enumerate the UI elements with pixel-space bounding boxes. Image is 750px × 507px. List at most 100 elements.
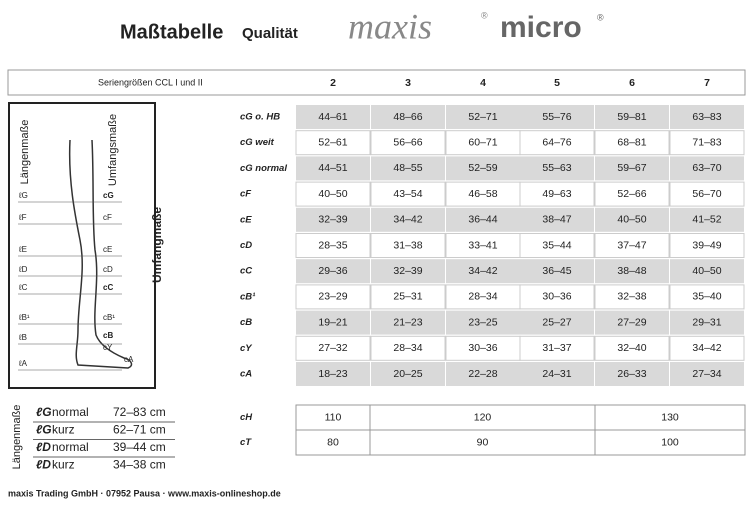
row-label: cF	[240, 189, 251, 200]
cell: 52–66	[617, 188, 646, 200]
cell-bg	[371, 362, 445, 386]
leg-outline	[68, 139, 133, 369]
length-value: 62–71 cm	[113, 423, 166, 437]
row-label: cG normal	[240, 163, 287, 174]
cell-bg	[670, 310, 744, 335]
cell-bg	[296, 156, 370, 181]
row-label: cE	[240, 214, 252, 225]
cell-bg	[445, 284, 521, 310]
brand: maxis	[348, 6, 432, 46]
right-label: cB	[103, 331, 113, 340]
cell-bg	[445, 335, 521, 361]
row-label: cH	[240, 412, 253, 423]
subtitle: Qualität	[242, 25, 298, 42]
cell: 34–42	[393, 214, 422, 226]
cell: 68–81	[617, 136, 646, 148]
cell-bg	[595, 105, 669, 129]
cell-bg	[669, 335, 745, 361]
product: micro	[500, 11, 582, 44]
cell: 18–23	[318, 368, 347, 380]
cell: 38–48	[617, 265, 646, 277]
row-label: cT	[240, 437, 252, 448]
cell-bg	[295, 181, 371, 207]
cell-bg	[446, 310, 520, 335]
left-label: ℓG	[18, 191, 28, 200]
cell: 40–50	[318, 188, 347, 200]
length-value: 72–83 cm	[113, 405, 166, 419]
cell: 36–44	[468, 214, 497, 226]
cell: 100	[661, 436, 679, 448]
cell: 55–63	[542, 162, 571, 174]
cell-bg	[670, 105, 744, 129]
cell-bg	[670, 207, 744, 232]
size-header: 7	[704, 77, 710, 89]
cell-bg	[370, 233, 446, 258]
cell-bg	[520, 310, 594, 335]
cell-bg	[595, 156, 669, 181]
cell: 63–83	[692, 111, 721, 123]
cell-bg	[371, 156, 445, 181]
length-label: ℓG	[36, 423, 52, 437]
cell-bg	[371, 310, 445, 335]
cell: 38–47	[542, 214, 571, 226]
row-label: cC	[240, 266, 252, 277]
cell-bg	[370, 181, 446, 207]
cell-bg	[594, 335, 670, 361]
cell-bg	[594, 233, 670, 258]
diagram-circ-label: Umfangsmaße	[107, 114, 119, 186]
cell: 59–67	[617, 162, 646, 174]
cell-bg	[445, 233, 521, 258]
cell-bg	[296, 310, 370, 335]
cell-bg	[295, 335, 371, 361]
cell-bg	[296, 207, 370, 232]
row-label: cB	[240, 317, 252, 328]
cell: 44–51	[318, 162, 347, 174]
cell: 31–37	[542, 342, 571, 354]
cell-bg	[520, 105, 594, 129]
right-label: cG	[103, 191, 114, 200]
cell-bg	[371, 259, 445, 284]
cell-bg	[670, 362, 744, 386]
cell-bg	[669, 233, 745, 258]
cell: 26–33	[617, 368, 646, 380]
row-label: cG o. HB	[240, 112, 280, 123]
cell: 23–29	[318, 291, 347, 303]
cell: 29–36	[318, 265, 347, 277]
cell: 22–28	[468, 368, 497, 380]
cell-bg	[295, 233, 371, 258]
cell: 30–36	[468, 342, 497, 354]
cell: 32–39	[318, 214, 347, 226]
cell: 27–32	[318, 342, 347, 354]
footer: maxis Trading GmbH · 07952 Pausa · www.m…	[8, 488, 281, 498]
size-header: 3	[405, 77, 411, 89]
right-label: cE	[103, 245, 112, 254]
side-label: Umfangmaße	[150, 207, 164, 283]
cell-bg	[445, 130, 521, 156]
cell: 90	[477, 436, 489, 448]
product-mark: ®	[597, 12, 604, 22]
row-label: cD	[240, 240, 252, 251]
right-label: cD	[103, 265, 113, 274]
cell-bg	[519, 233, 595, 258]
cell: 52–71	[468, 111, 497, 123]
cell-bg	[520, 207, 594, 232]
cell: 110	[325, 411, 342, 423]
size-header: 5	[554, 77, 560, 89]
cell: 48–66	[393, 111, 422, 123]
right-label: cB¹	[103, 313, 115, 322]
row-label: cG weit	[240, 137, 275, 148]
cell-bg	[595, 362, 669, 386]
left-label: ℓC	[18, 283, 28, 292]
length-kind: normal	[52, 440, 89, 454]
cell-bg	[594, 130, 670, 156]
cell-bg	[520, 259, 594, 284]
cell-bg	[370, 335, 446, 361]
cell: 39–49	[692, 239, 721, 251]
cell: 46–58	[468, 188, 497, 200]
cell: 34–42	[468, 265, 497, 277]
title: Maßtabelle	[120, 21, 223, 43]
cell: 60–71	[468, 136, 497, 148]
cell-bg	[295, 130, 371, 156]
cell: 52–61	[318, 136, 347, 148]
cell-bg	[446, 156, 520, 181]
